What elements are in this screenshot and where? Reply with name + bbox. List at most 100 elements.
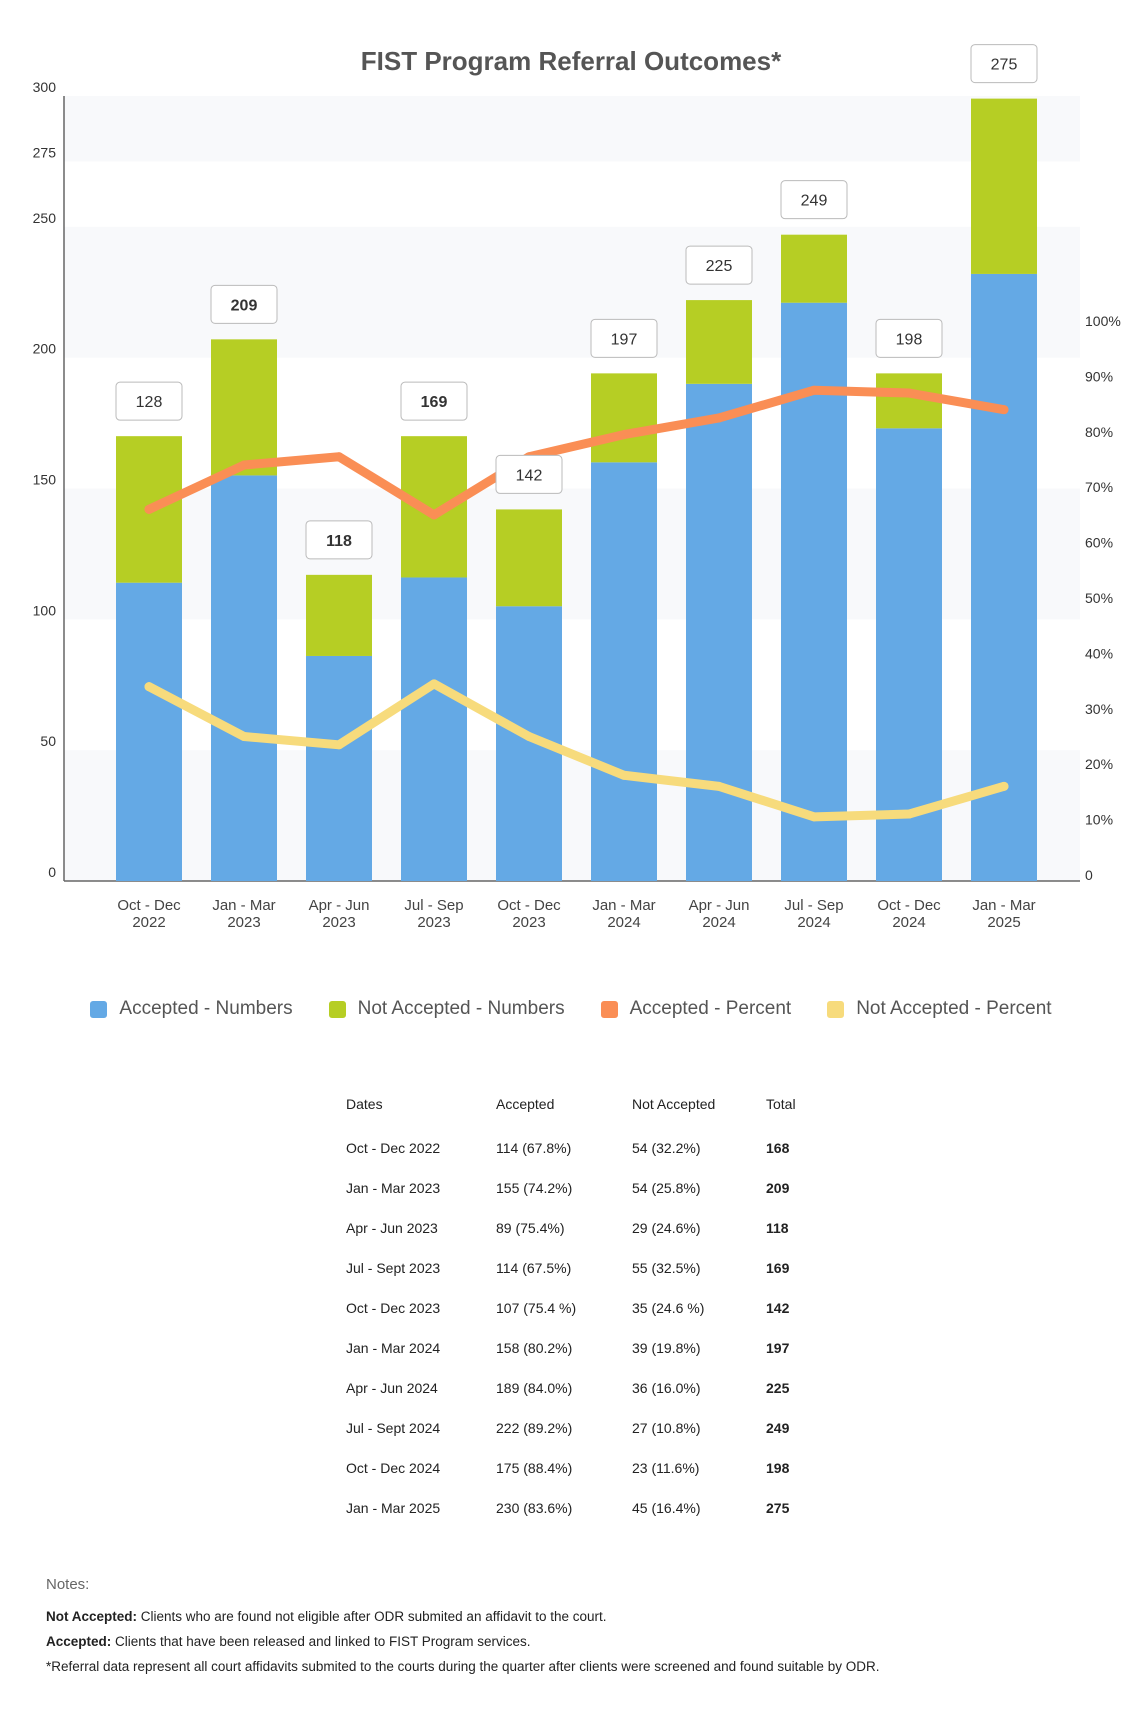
cell-not-accepted: 39 (19.8%) <box>632 1340 701 1356</box>
total-label-box <box>590 318 658 358</box>
header-not-accepted: Not Accepted <box>632 1096 716 1112</box>
cell-date: Apr - Jun 2024 <box>346 1380 438 1396</box>
total-label: 249 <box>780 180 848 220</box>
point-accepted-percent <box>429 510 439 520</box>
x-tick-label-quarter: Jan - Mar <box>212 897 275 914</box>
total-label: 225 <box>685 245 753 285</box>
cell-accepted: 175 (88.4%) <box>496 1460 573 1476</box>
cell-total: 249 <box>766 1420 790 1436</box>
point-not-accepted-percent <box>619 770 629 780</box>
cell-not-accepted: 29 (24.6%) <box>632 1220 701 1236</box>
x-tick-label-year: 2023 <box>417 914 450 931</box>
total-label: 197 <box>590 318 658 358</box>
point-not-accepted-percent <box>904 809 914 819</box>
point-not-accepted-percent <box>809 812 819 822</box>
x-tick-label-year: 2024 <box>797 914 830 931</box>
legend-label: Not Accepted - Percent <box>856 998 1052 1019</box>
cell-accepted: 189 (84.0%) <box>496 1380 573 1396</box>
bar-accepted <box>971 273 1037 881</box>
table-header-row: Dates Accepted Not Accepted Total <box>346 1080 846 1128</box>
y-right-tick-label: 70% <box>1085 479 1113 495</box>
total-label: 118 <box>305 520 373 560</box>
y-right-tick-label: 80% <box>1085 424 1113 440</box>
notes: Notes: Not Accepted: Clients who are fou… <box>46 1576 1096 1684</box>
bar-accepted <box>686 383 752 881</box>
bar-accepted <box>306 655 372 881</box>
y-right-tick-label: 20% <box>1085 756 1113 772</box>
cell-not-accepted: 55 (32.5%) <box>632 1260 701 1276</box>
total-label-box <box>115 381 183 421</box>
total-label-box <box>400 381 468 421</box>
bar-not-accepted <box>401 436 467 578</box>
total-label-box <box>210 284 278 324</box>
x-tick-label-quarter: Oct - Dec <box>877 897 941 914</box>
cell-date: Oct - Dec 2024 <box>346 1460 441 1476</box>
total-label-box <box>875 318 943 358</box>
total-label-text: 198 <box>896 331 923 348</box>
total-label-box <box>495 454 563 494</box>
y-left-tick-label: 300 <box>33 79 57 95</box>
x-tick-label-quarter: Apr - Jun <box>309 897 370 914</box>
table-row: Oct - Dec 2023 107 (75.4 %) 35 (24.6 %) 142 <box>346 1288 846 1328</box>
total-label-text: 169 <box>421 394 448 411</box>
cell-not-accepted: 54 (25.8%) <box>632 1180 701 1196</box>
x-tick-label-year: 2025 <box>987 914 1020 931</box>
total-label-box <box>305 520 373 560</box>
cell-total: 142 <box>766 1300 790 1316</box>
cell-total: 197 <box>766 1340 790 1356</box>
bar-not-accepted <box>686 300 752 384</box>
total-label-text: 128 <box>136 394 163 411</box>
point-accepted-percent <box>809 385 819 395</box>
y-right-tick-label: 0 <box>1085 867 1093 883</box>
legend-item-accepted-numbers[interactable]: Accepted - Numbers <box>90 998 293 1020</box>
bar-accepted <box>401 577 467 881</box>
cell-total: 225 <box>766 1380 790 1396</box>
y-right-tick-label: 60% <box>1085 535 1113 551</box>
bar-not-accepted <box>781 234 847 303</box>
table-row: Jul - Sept 2024 222 (89.2%) 27 (10.8%) 249 <box>346 1408 846 1448</box>
line-not-accepted-percent <box>144 679 1009 822</box>
cell-total: 275 <box>766 1500 790 1516</box>
total-label-text: 225 <box>706 258 733 275</box>
legend-swatch <box>827 1000 845 1018</box>
legend: Accepted - Numbers Not Accepted - Number… <box>0 998 1142 1020</box>
legend-label: Not Accepted - Numbers <box>357 998 565 1019</box>
x-tick-label-year: 2023 <box>322 914 355 931</box>
cell-total: 209 <box>766 1180 790 1196</box>
x-tick-label-quarter: Oct - Dec <box>497 897 561 914</box>
line-accepted-percent <box>144 385 1009 520</box>
cell-date: Jan - Mar 2024 <box>346 1340 441 1356</box>
legend-item-not-accepted-percent[interactable]: Not Accepted - Percent <box>827 998 1052 1020</box>
notes-title: Notes: <box>46 1576 90 1593</box>
cell-date: Jan - Mar 2025 <box>346 1500 441 1516</box>
y-right-tick-label: 30% <box>1085 701 1113 717</box>
total-label: 198 <box>875 318 943 358</box>
table-row: Jan - Mar 2025 230 (83.6%) 45 (16.4%) 275 <box>346 1488 846 1528</box>
y-left-tick-label: 0 <box>48 864 56 880</box>
cell-date: Oct - Dec 2022 <box>346 1140 441 1156</box>
legend-item-not-accepted-numbers[interactable]: Not Accepted - Numbers <box>328 998 565 1020</box>
total-label-box <box>780 180 848 220</box>
cell-date: Jul - Sept 2023 <box>346 1260 441 1276</box>
bar-not-accepted <box>591 373 657 463</box>
legend-swatch <box>328 1000 346 1018</box>
note-text: Clients that have been released and link… <box>111 1634 531 1649</box>
legend-label: Accepted - Percent <box>629 998 792 1019</box>
note-not-accepted: Not Accepted: Clients who are found not … <box>46 1609 1096 1624</box>
y-right-tick-label: 40% <box>1085 645 1113 661</box>
y-left-tick-label: 200 <box>33 341 57 357</box>
total-label: 169 <box>400 381 468 421</box>
point-accepted-percent <box>904 388 914 398</box>
total-label-text: 209 <box>231 297 258 314</box>
note-footnote: *Referral data represent all court affid… <box>46 1659 880 1674</box>
cell-total: 169 <box>766 1260 790 1276</box>
referral-table: Dates Accepted Not Accepted Total Oct - … <box>346 1080 846 1528</box>
point-not-accepted-percent <box>239 732 249 741</box>
point-not-accepted-percent <box>714 781 724 791</box>
bar-not-accepted <box>306 574 372 656</box>
cell-date: Jul - Sept 2024 <box>346 1420 441 1436</box>
legend-item-accepted-percent[interactable]: Accepted - Percent <box>600 998 792 1020</box>
y-left-tick-label: 150 <box>33 472 57 488</box>
bar-not-accepted <box>971 98 1037 274</box>
table-row: Jan - Mar 2024 158 (80.2%) 39 (19.8%) 197 <box>346 1328 846 1368</box>
